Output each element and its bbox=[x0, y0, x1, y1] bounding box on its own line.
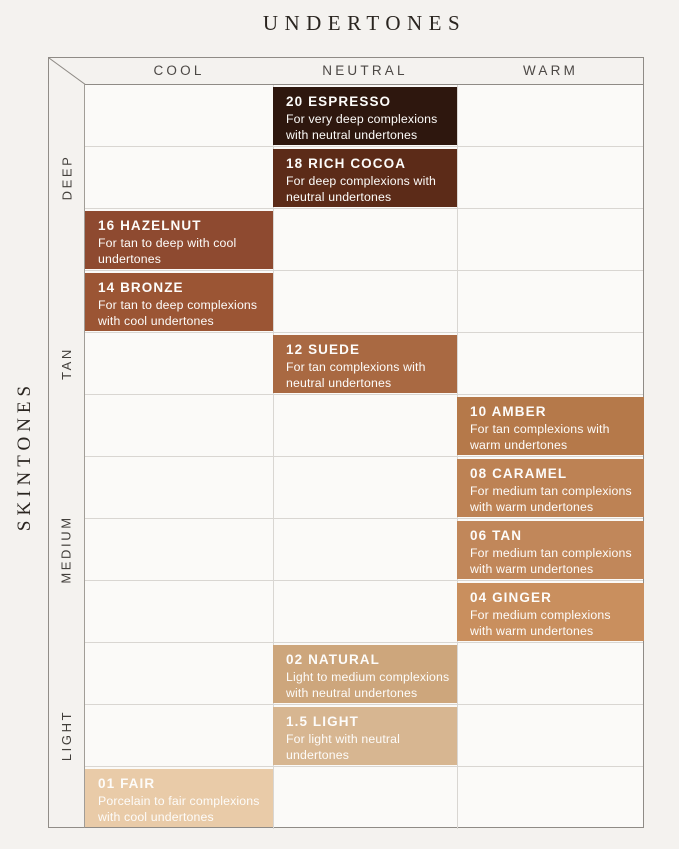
shade-description: For tan to deep with cool undertones bbox=[98, 236, 237, 266]
undertone-header-row: COOL NEUTRAL WARM bbox=[48, 57, 644, 85]
shade-cell-06-tan: 06 TAN For medium tan complexions with wa… bbox=[457, 521, 644, 579]
shade-cell-area: 20 ESPRESSO For very deep complexions wit… bbox=[85, 84, 644, 829]
shade-name: 04 GINGER bbox=[470, 590, 552, 605]
shade-description: For medium complexions with warm underton… bbox=[470, 608, 611, 638]
shade-name: 06 TAN bbox=[470, 528, 523, 543]
shade-description: For tan to deep complexions with cool und… bbox=[98, 298, 258, 328]
shade-cell-01-fair: 01 FAIR Porcelain to fair complexions wit… bbox=[85, 769, 273, 827]
shade-name: 1.5 LIGHT bbox=[286, 714, 359, 729]
shade-description: For tan complexions with neutral underton… bbox=[286, 360, 426, 390]
shade-name: 02 NATURAL bbox=[286, 652, 381, 667]
shade-cell-12-suede: 12 SUEDE For tan complexions with neutral… bbox=[273, 335, 457, 393]
shade-name: 16 HAZELNUT bbox=[98, 218, 202, 233]
shade-description: Porcelain to fair complexions with cool u… bbox=[98, 794, 260, 824]
column-header-cool: COOL bbox=[153, 63, 205, 78]
column-divider-neutral-warm bbox=[457, 85, 458, 829]
shade-description: For medium tan complexions with warm unde… bbox=[470, 546, 632, 576]
column-divider-cool-neutral bbox=[273, 85, 274, 829]
shade-cell-16-hazelnut: 16 HAZELNUT For tan to deep with cool und… bbox=[85, 211, 273, 269]
shade-cell-1-5-light: 1.5 LIGHT For light with neutral underton… bbox=[273, 707, 457, 765]
shade-name: 01 FAIR bbox=[98, 776, 156, 791]
row-group-label-medium: MEDIUM bbox=[59, 514, 75, 584]
column-header-neutral: NEUTRAL bbox=[322, 63, 408, 78]
shade-description: For deep complexions with neutral underto… bbox=[286, 174, 437, 204]
shade-cell-08-caramel: 08 CARAMEL For medium tan complexions wit… bbox=[457, 459, 644, 517]
shade-name: 10 AMBER bbox=[470, 404, 547, 419]
shade-description: Light to medium complexions with neutral … bbox=[286, 670, 450, 700]
corner-cell bbox=[49, 58, 86, 85]
shade-grid: COOL NEUTRAL WARM DEEP TAN MEDIUM LIGHT … bbox=[48, 57, 644, 829]
skintone-label-column: DEEP TAN MEDIUM LIGHT bbox=[48, 84, 85, 828]
shade-name: 18 RICH COCOA bbox=[286, 156, 407, 171]
skintones-axis-title: SKINTONES bbox=[2, 84, 48, 828]
row-group-label-deep: DEEP bbox=[59, 154, 74, 200]
shade-name: 20 ESPRESSO bbox=[286, 94, 392, 109]
shade-description: For light with neutral undertones bbox=[286, 732, 401, 762]
shade-description: For medium tan complexions with warm unde… bbox=[470, 484, 632, 514]
row-group-label-tan: TAN bbox=[59, 346, 74, 380]
shade-description: For very deep complexions with neutral un… bbox=[286, 112, 438, 142]
undertones-axis-title: UNDERTONES bbox=[262, 11, 467, 35]
diagonal-divider-line bbox=[49, 58, 86, 85]
shade-cell-18-rich-cocoa: 18 RICH COCOA For deep complexions with n… bbox=[273, 149, 457, 207]
shade-cell-10-amber: 10 AMBER For tan complexions with warm un… bbox=[457, 397, 644, 455]
column-header-warm: WARM bbox=[522, 63, 579, 78]
shade-cell-20-espresso: 20 ESPRESSO For very deep complexions wit… bbox=[273, 87, 457, 145]
shade-cell-14-bronze: 14 BRONZE For tan to deep complexions wit… bbox=[85, 273, 273, 331]
shade-description: For tan complexions with warm undertones bbox=[470, 422, 610, 452]
skintones-axis-title-text: SKINTONES bbox=[14, 380, 35, 532]
shade-cell-02-natural: 02 NATURAL Light to medium complexions wi… bbox=[273, 645, 457, 703]
shade-name: 12 SUEDE bbox=[286, 342, 361, 357]
row-group-label-light: LIGHT bbox=[59, 709, 75, 761]
shade-name: 08 CARAMEL bbox=[470, 466, 568, 481]
shade-name: 14 BRONZE bbox=[98, 280, 184, 295]
shade-cell-04-ginger: 04 GINGER For medium complexions with war… bbox=[457, 583, 644, 641]
